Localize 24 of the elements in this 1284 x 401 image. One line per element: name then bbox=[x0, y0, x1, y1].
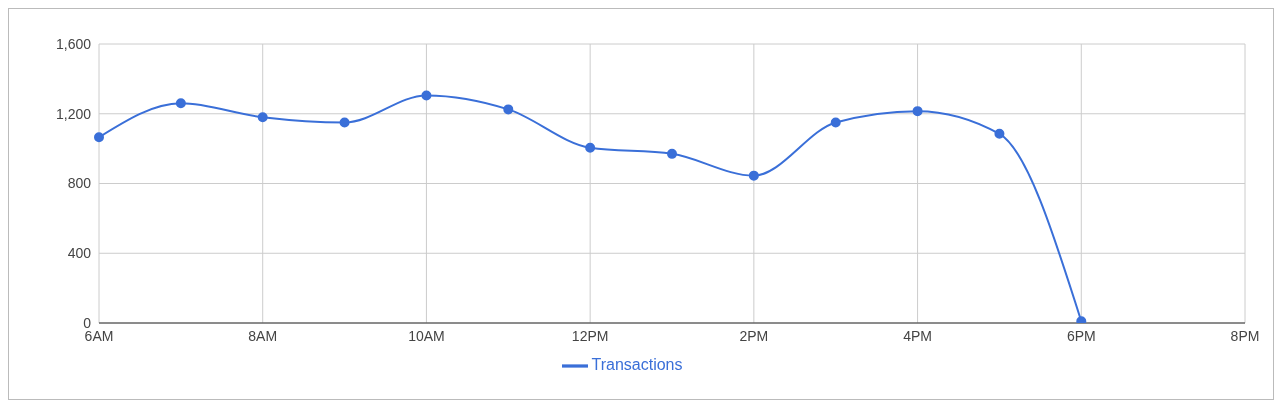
y-tick-label: 1,600 bbox=[55, 35, 92, 52]
point bbox=[175, 98, 186, 109]
x-tick-label: 10AM bbox=[408, 327, 445, 344]
point bbox=[912, 106, 923, 117]
point bbox=[830, 117, 841, 128]
y-tick-label: 800 bbox=[67, 175, 92, 192]
point bbox=[503, 104, 514, 115]
point bbox=[994, 128, 1005, 139]
point bbox=[339, 117, 350, 128]
legend-label: Transactions bbox=[591, 356, 683, 374]
point bbox=[667, 148, 677, 159]
point bbox=[94, 132, 104, 143]
point bbox=[421, 90, 432, 101]
x-tick-label: 6PM bbox=[1066, 327, 1096, 344]
x-tick-label: 12PM bbox=[571, 327, 609, 344]
point bbox=[748, 170, 759, 181]
y-tick-label: 1,200 bbox=[55, 105, 92, 122]
x-tick-label: 2PM bbox=[739, 327, 769, 344]
x-tick-label: 8PM bbox=[1230, 327, 1260, 344]
point bbox=[585, 142, 596, 153]
x-tick-label: 4PM bbox=[903, 327, 932, 344]
point bbox=[257, 112, 268, 123]
y-tick-label: 400 bbox=[67, 245, 92, 262]
x-tick-label: 8AM bbox=[248, 327, 278, 344]
